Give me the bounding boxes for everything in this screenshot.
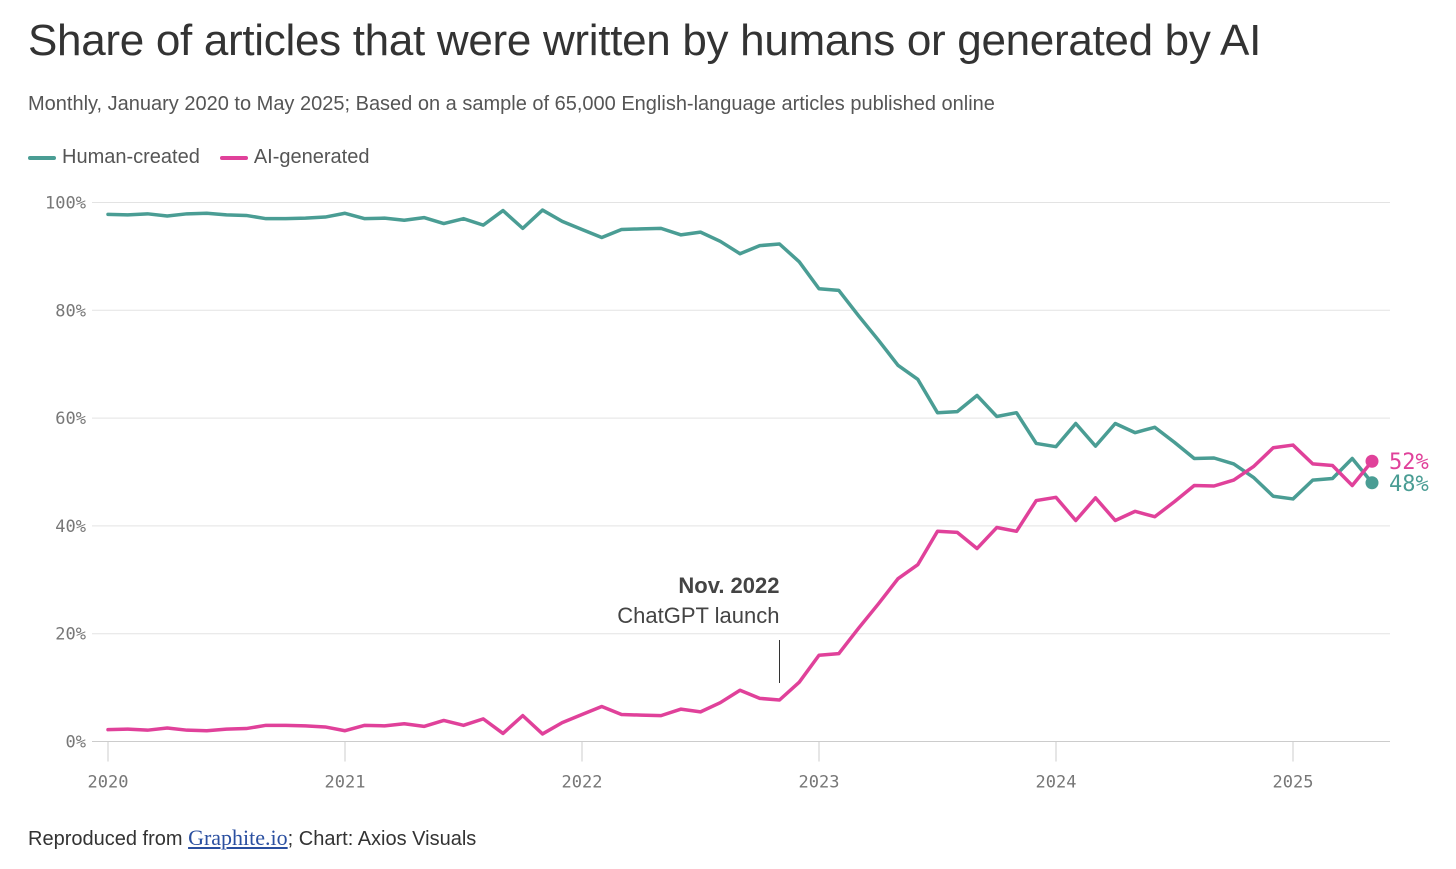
legend-label-ai: AI-generated (253, 146, 370, 168)
x-tick-label: 2022 (562, 773, 603, 793)
footer-prefix: Reproduced from (28, 828, 189, 850)
y-tick-label: 60% (55, 409, 86, 429)
legend-swatch-ai (219, 155, 248, 160)
x-tick-label: 2024 (1036, 773, 1077, 793)
series-line-human (106, 208, 1374, 501)
y-tick-label: 80% (55, 301, 86, 321)
x-tick-label: 2025 (1273, 773, 1314, 793)
x-tick-label: 2020 (88, 773, 129, 793)
chart-subtitle: Monthly, January 2020 to May 2025; Based… (28, 93, 995, 115)
x-tick-label: 2023 (799, 773, 840, 793)
annotation-date: Nov. 2022 (678, 573, 779, 598)
series-endpoint-human (1365, 476, 1379, 490)
legend: Human-created AI-generated (28, 146, 389, 169)
annotation-event: ChatGPT launch (617, 603, 779, 628)
legend-item-human: Human-created (28, 146, 200, 169)
legend-swatch-human (28, 155, 56, 160)
footer-suffix: ; Chart: Axios Visuals (287, 828, 477, 850)
y-tick-label: 20% (55, 625, 86, 645)
series-line-ai (106, 443, 1374, 736)
x-tick-label: 2021 (325, 773, 366, 793)
source-footer: Reproduced from Graphite.io; Chart: Axio… (28, 825, 476, 851)
series-end-label-ai: 52% (1389, 450, 1429, 475)
y-tick-label: 40% (55, 517, 86, 537)
chart-title: Share of articles that were written by h… (28, 16, 1262, 65)
series-end-label-human: 48% (1389, 472, 1429, 497)
series-endpoint-ai (1365, 454, 1379, 468)
legend-item-ai: AI-generated (219, 146, 370, 169)
legend-label-human: Human-created (62, 146, 200, 168)
y-tick-label: 100% (45, 194, 86, 214)
y-tick-label: 0% (66, 733, 86, 753)
source-link[interactable]: Graphite.io (188, 825, 288, 850)
